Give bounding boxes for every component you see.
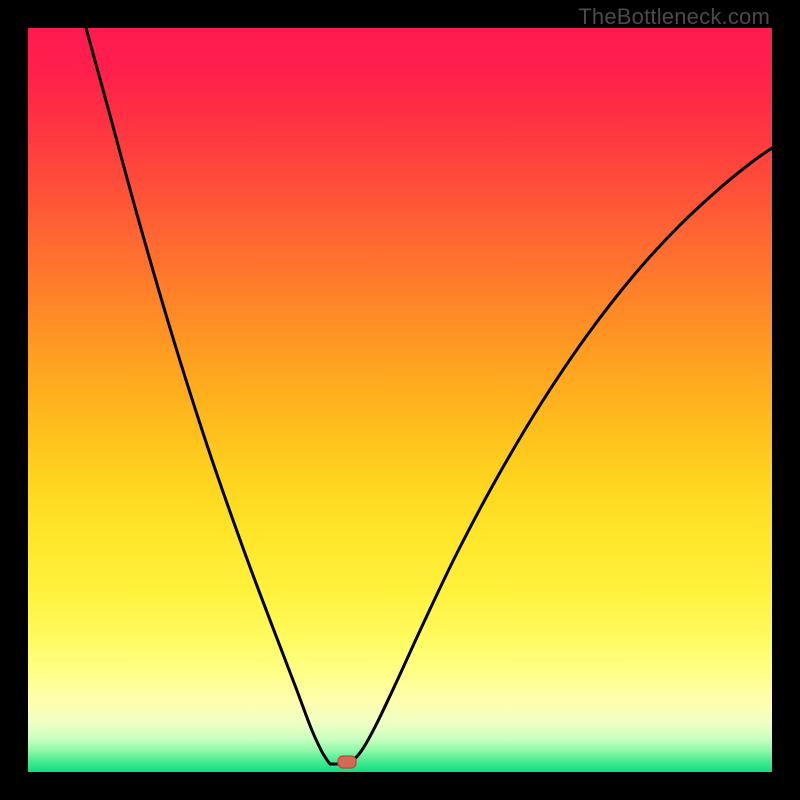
gradient-background xyxy=(28,28,772,772)
chart-frame: TheBottleneck.com xyxy=(0,0,800,800)
watermark-label: TheBottleneck.com xyxy=(578,4,770,30)
plot-area xyxy=(28,28,772,772)
